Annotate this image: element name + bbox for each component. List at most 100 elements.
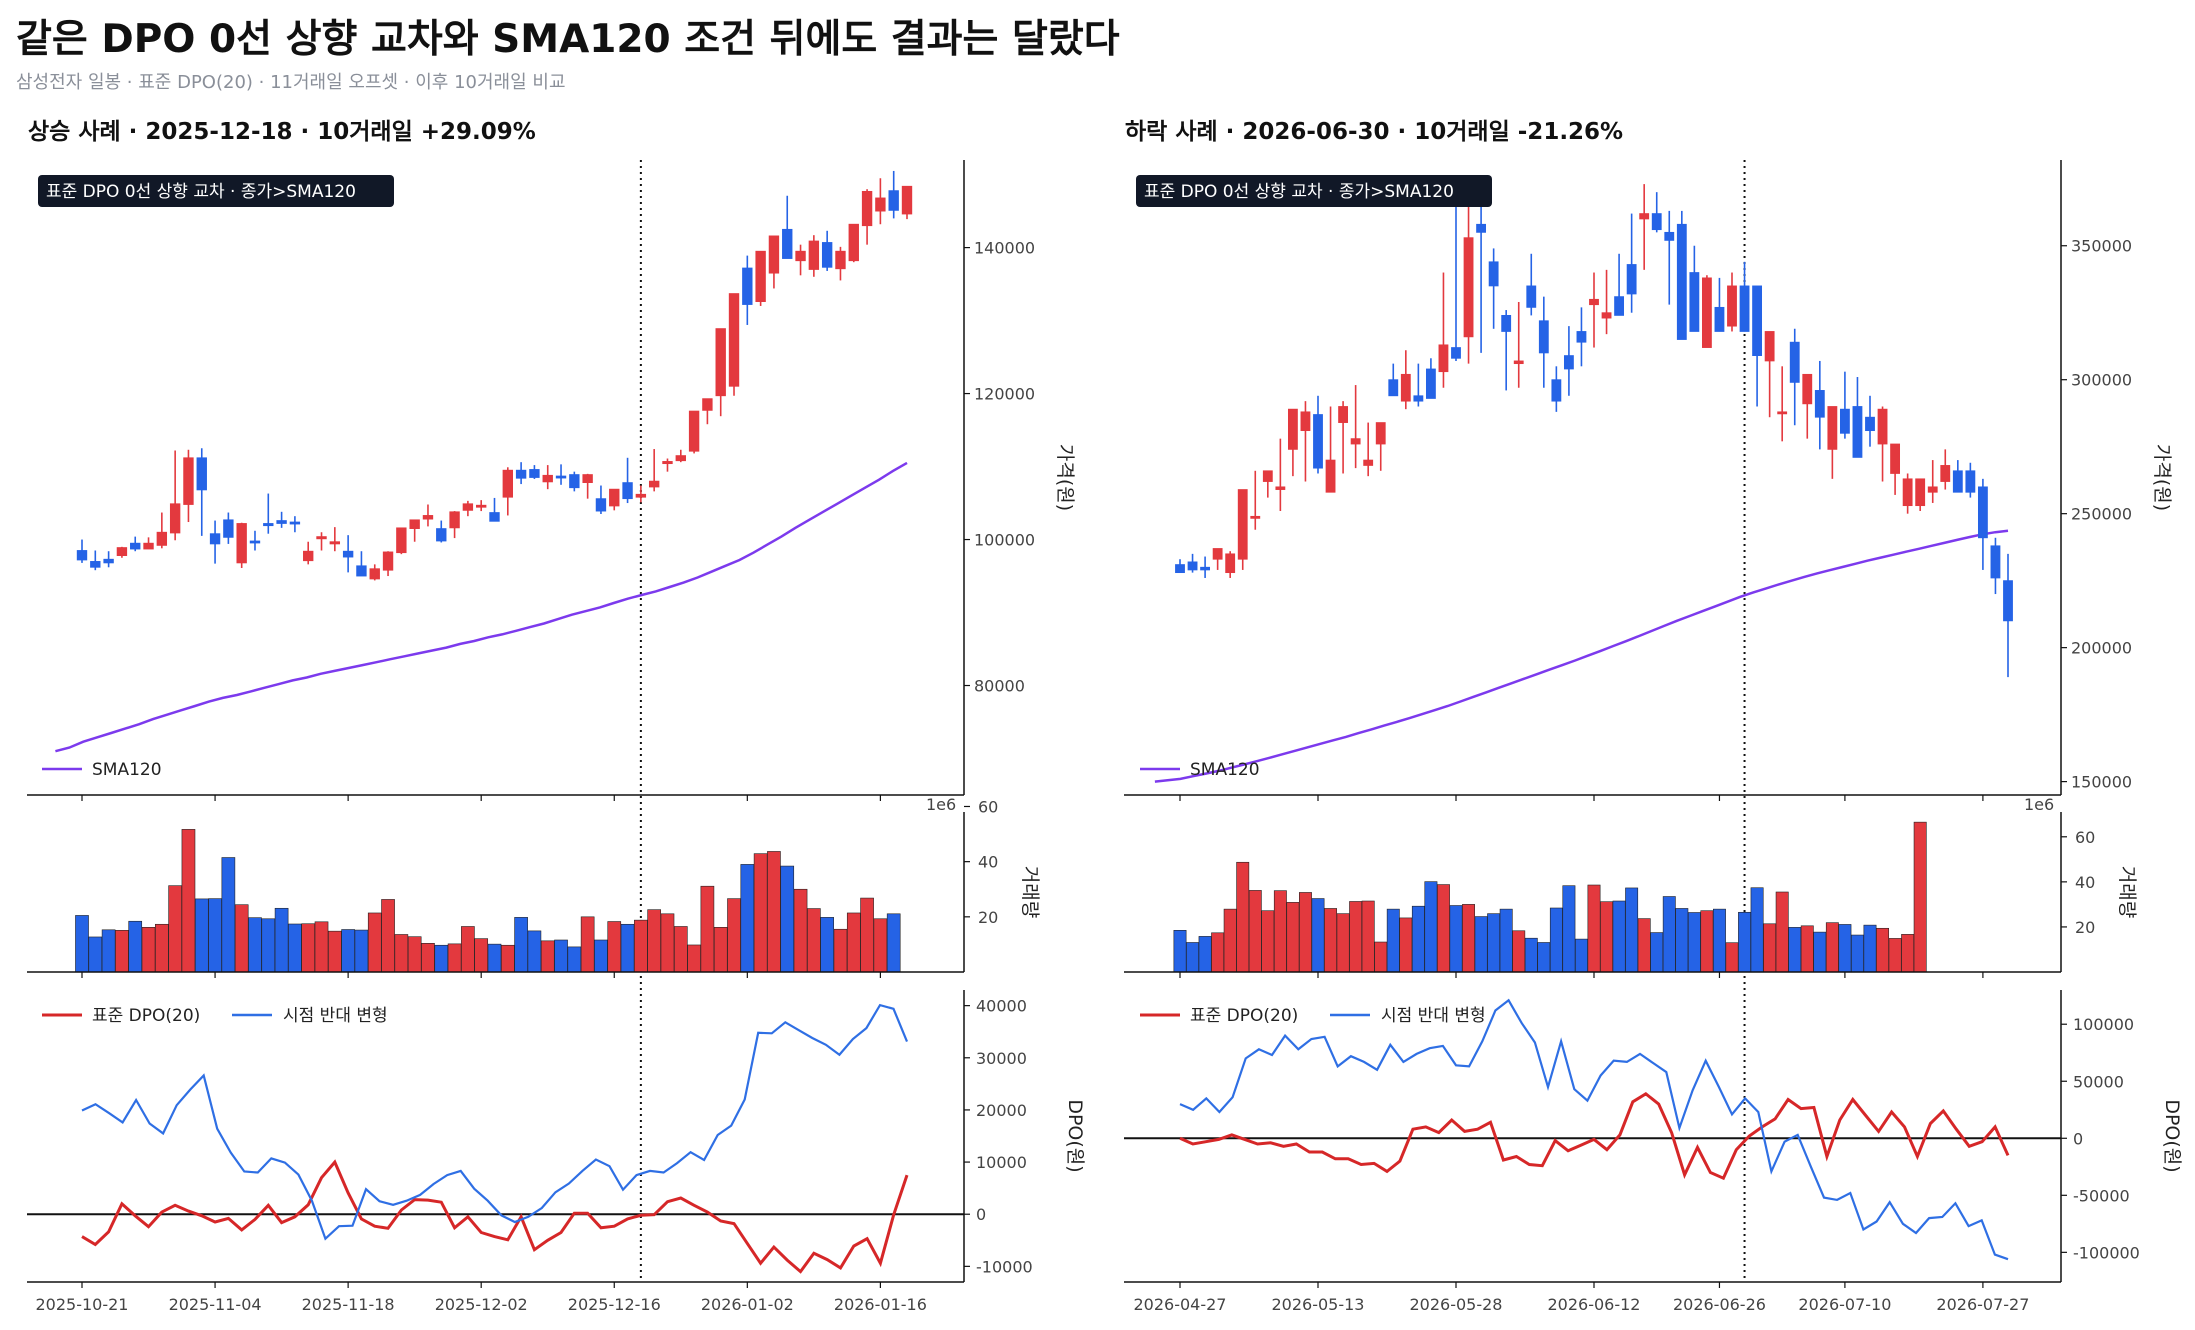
candle-body bbox=[742, 267, 753, 305]
candle-body bbox=[728, 293, 740, 387]
candle-body bbox=[715, 328, 726, 397]
volume-bar bbox=[793, 888, 808, 973]
volume-bar bbox=[474, 938, 489, 973]
left-badge bbox=[38, 175, 394, 207]
dpo-tick-label: 40000 bbox=[976, 997, 1027, 1016]
candle-body bbox=[2003, 580, 2013, 622]
volume-bar bbox=[1211, 932, 1225, 973]
volume-bar bbox=[208, 898, 222, 973]
candle-body bbox=[1438, 344, 1449, 373]
right-sma-legend-label: SMA120 bbox=[1190, 760, 1260, 780]
candle-body bbox=[396, 527, 407, 554]
volume-bar bbox=[1411, 905, 1425, 973]
volume-bar bbox=[394, 934, 409, 973]
volume-bar bbox=[1738, 911, 1751, 973]
candle-body bbox=[635, 493, 647, 498]
candle-body bbox=[582, 474, 593, 484]
volume-bar bbox=[1324, 908, 1337, 973]
volume-bar bbox=[1286, 902, 1300, 973]
candle-body bbox=[249, 540, 261, 544]
candle-body bbox=[489, 512, 500, 522]
candle-body bbox=[861, 190, 873, 227]
volume-bar bbox=[381, 899, 395, 973]
left-volume-plot bbox=[75, 829, 901, 973]
candle-body bbox=[609, 488, 620, 507]
candle-body bbox=[316, 536, 327, 540]
candle-body bbox=[76, 550, 88, 561]
candle-body bbox=[1676, 223, 1687, 340]
candle-body bbox=[888, 190, 899, 211]
volume-bar bbox=[1888, 938, 1902, 973]
volume-bar bbox=[75, 915, 89, 973]
candle-body bbox=[542, 474, 553, 483]
date-tick-label: 2026-06-26 bbox=[1673, 1295, 1766, 1314]
candle-body bbox=[263, 523, 274, 527]
candle-body bbox=[808, 240, 820, 270]
volume-bar bbox=[594, 939, 608, 973]
candle-body bbox=[289, 521, 301, 525]
volume-bar bbox=[1813, 931, 1827, 973]
candle-body bbox=[1451, 347, 1461, 359]
volume-bar bbox=[1800, 925, 1814, 973]
candle-body bbox=[356, 565, 367, 577]
candle-body bbox=[901, 185, 913, 215]
candle-body bbox=[1902, 478, 1913, 507]
price-tick-label: 80000 bbox=[974, 677, 1025, 696]
candle-body bbox=[462, 503, 474, 511]
date-tick-label: 2026-04-27 bbox=[1134, 1295, 1227, 1314]
candle-body bbox=[329, 541, 341, 545]
sma120-line bbox=[55, 461, 908, 753]
volume-bar bbox=[580, 916, 595, 973]
candle-body bbox=[1187, 561, 1198, 571]
candle-body bbox=[1551, 379, 1562, 402]
candle-body bbox=[196, 457, 207, 491]
volume-bar bbox=[567, 946, 582, 973]
candle-body bbox=[1727, 285, 1737, 327]
volume-bar bbox=[500, 944, 515, 973]
volume-tick-label: 60 bbox=[978, 797, 998, 816]
volume-tick-label: 40 bbox=[2075, 873, 2095, 892]
candle-body bbox=[1977, 486, 1988, 539]
candle-body bbox=[675, 455, 686, 462]
candle-body bbox=[1714, 306, 1725, 332]
dpo-axis-label: DPO(원) bbox=[2161, 1099, 2183, 1172]
candle-body bbox=[595, 498, 607, 512]
volume-bar bbox=[1462, 904, 1475, 973]
candle-body bbox=[1237, 489, 1248, 560]
price-tick-label: 200000 bbox=[2071, 639, 2132, 658]
price-tick-label: 150000 bbox=[2071, 773, 2132, 792]
candle-body bbox=[1890, 443, 1901, 474]
volume-bar bbox=[753, 853, 768, 973]
candle-body bbox=[1664, 231, 1675, 241]
volume-bar bbox=[1700, 910, 1714, 973]
candle-body bbox=[688, 410, 700, 452]
candle-body bbox=[1388, 379, 1399, 397]
dpo-tick-label: 10000 bbox=[976, 1153, 1027, 1172]
right-badge-text: 표준 DPO 0선 상향 교차 · 종가>SMA120 bbox=[1144, 182, 1454, 202]
dpo-tick-label: 0 bbox=[976, 1205, 986, 1224]
volume-bar bbox=[1336, 913, 1350, 973]
right-badge bbox=[1136, 175, 1492, 207]
volume-bar bbox=[860, 897, 874, 973]
candle-body bbox=[1839, 408, 1850, 434]
volume-bar bbox=[194, 898, 209, 973]
candle-body bbox=[116, 547, 128, 556]
volume-bar bbox=[687, 944, 701, 973]
volume-bar bbox=[527, 930, 542, 973]
candle-body bbox=[1538, 320, 1549, 354]
price-axis-label: 가격(원) bbox=[1054, 444, 1076, 511]
volume-bar bbox=[700, 885, 715, 973]
left-panel: 80000 100000 120000 140000 20 40 60 -10000 0 1000… bbox=[27, 160, 1086, 1314]
candle-body bbox=[622, 482, 633, 500]
date-tick-label: 2025-10-21 bbox=[36, 1295, 129, 1314]
candle-body bbox=[369, 568, 380, 580]
date-tick-label: 2026-07-27 bbox=[1936, 1295, 2029, 1314]
volume-bar bbox=[447, 943, 462, 973]
volume-bar bbox=[1386, 908, 1400, 973]
candle-body bbox=[662, 461, 673, 465]
volume-bar bbox=[181, 829, 196, 973]
candle-body bbox=[1739, 285, 1750, 332]
left-sma-legend-label: SMA120 bbox=[92, 760, 162, 780]
volume-bar bbox=[1273, 890, 1287, 973]
volume-bar bbox=[1838, 924, 1852, 973]
